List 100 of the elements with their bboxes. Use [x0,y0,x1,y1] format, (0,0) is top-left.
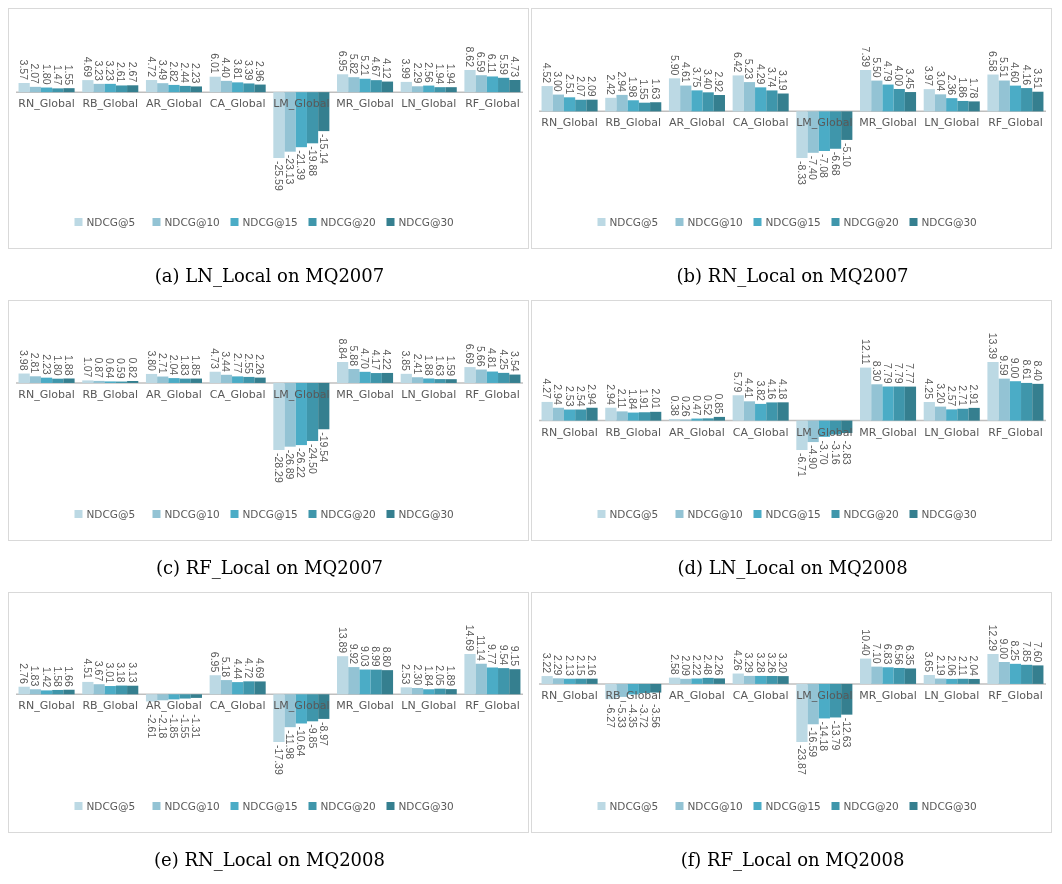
bar [860,70,872,112]
data-label: 2.01 [649,388,662,409]
bar [348,667,360,695]
bar [400,373,412,383]
data-label: -21.39 [295,150,308,181]
x-tick-label: MR_Global [859,116,917,130]
data-label: 0.38 [668,395,681,417]
bar [1032,91,1044,112]
data-label: 4.17 [370,349,383,371]
data-label: 1.07 [81,356,94,378]
bar [882,667,894,684]
data-label: 2.29 [411,62,424,84]
data-label: 4.00 [893,65,906,87]
bar [52,689,64,695]
data-label: 8.30 [870,360,883,382]
data-label: 1.80 [51,355,64,376]
bar [934,406,947,421]
data-label: 4.16 [765,378,778,400]
data-label: 6.56 [893,644,906,666]
data-label: 2.55 [242,353,255,375]
data-label: 5.18 [220,656,233,678]
data-label: 2.04 [968,655,981,677]
bar [82,380,94,383]
data-label: 13.89 [336,626,349,654]
data-label: 2.82 [167,61,180,83]
bar [691,678,703,684]
bar [381,372,394,383]
bar [509,374,521,383]
bar [232,82,244,93]
bar [370,669,382,695]
data-label: 2.54 [574,386,587,407]
bar [934,94,947,112]
data-label: 2.44 [179,62,192,84]
x-tick-label: CA_Global [732,425,789,439]
data-label: 6.11 [486,53,499,74]
data-label: -10.64 [295,726,308,757]
x-tick-label: MR_Global [336,387,394,401]
data-label: -11.98 [284,730,297,760]
bar [18,686,30,695]
bar [145,694,158,702]
legend-label: NDCG@30 [398,216,454,228]
legend-label: NDCG@10 [687,216,743,228]
data-label: 7.79 [882,363,895,384]
data-label: 6.59 [475,51,488,73]
data-label: 5.90 [668,54,681,76]
bar [893,88,905,112]
bar [232,682,244,695]
data-label: 3.67 [93,660,106,682]
bar [904,668,917,684]
data-label: -15.14 [317,134,330,165]
data-label: 3.81 [231,58,244,80]
legend-label: NDCG@20 [843,800,899,812]
x-tick-label: MR_Global [336,699,394,713]
data-label: -8.97 [317,721,330,746]
data-label: 5.82 [347,53,360,75]
data-label: 7.60 [1031,641,1044,663]
x-tick-label: CA_Global [209,699,266,713]
bar [145,80,158,93]
data-label: -24.50 [306,444,319,474]
legend-label: NDCG@15 [765,800,821,812]
data-label: 6.95 [336,50,349,72]
data-label: 9.92 [347,643,360,665]
bar [400,81,412,93]
data-label: 4.44 [231,658,244,680]
data-label: -9.85 [306,724,319,749]
data-label: -7.08 [818,154,831,179]
bar [766,90,778,112]
legend-label: NDCG@10 [687,800,743,812]
bar [650,102,662,112]
bar [337,74,349,93]
bar [968,101,980,112]
data-label: -6.27 [604,703,617,728]
x-tick-label: LN_Global [401,699,457,713]
bar [616,94,628,112]
data-label: 4.73 [209,348,222,369]
bar [127,85,139,93]
data-label: 2.92 [713,71,726,93]
bar [232,376,244,383]
text: (a) LN_Local on MQ2007 [154,265,385,287]
data-label: 3.80 [145,350,158,372]
data-label: 12.29 [987,624,1000,652]
data-label: -28.29 [272,453,285,483]
data-label: 4.73 [508,56,521,78]
data-label: -8.33 [795,161,808,186]
data-label: 4.41 [743,377,756,399]
bar [104,686,116,695]
bar [359,669,371,695]
data-label: 0.64 [104,358,117,379]
data-label: 3.13 [126,662,139,683]
bar [475,75,487,93]
text: (b) RN_Local on MQ2007 [676,265,909,287]
bar [145,373,158,383]
x-tick-label: RB_Global [605,116,662,130]
legend-label: NDCG@15 [242,216,298,228]
bar [209,76,221,93]
bar [1032,383,1044,421]
legend-label: NDCG@5 [86,508,136,520]
legend-label: NDCG@15 [242,508,298,520]
bar [93,380,105,383]
data-label: 1.85 [190,355,203,376]
